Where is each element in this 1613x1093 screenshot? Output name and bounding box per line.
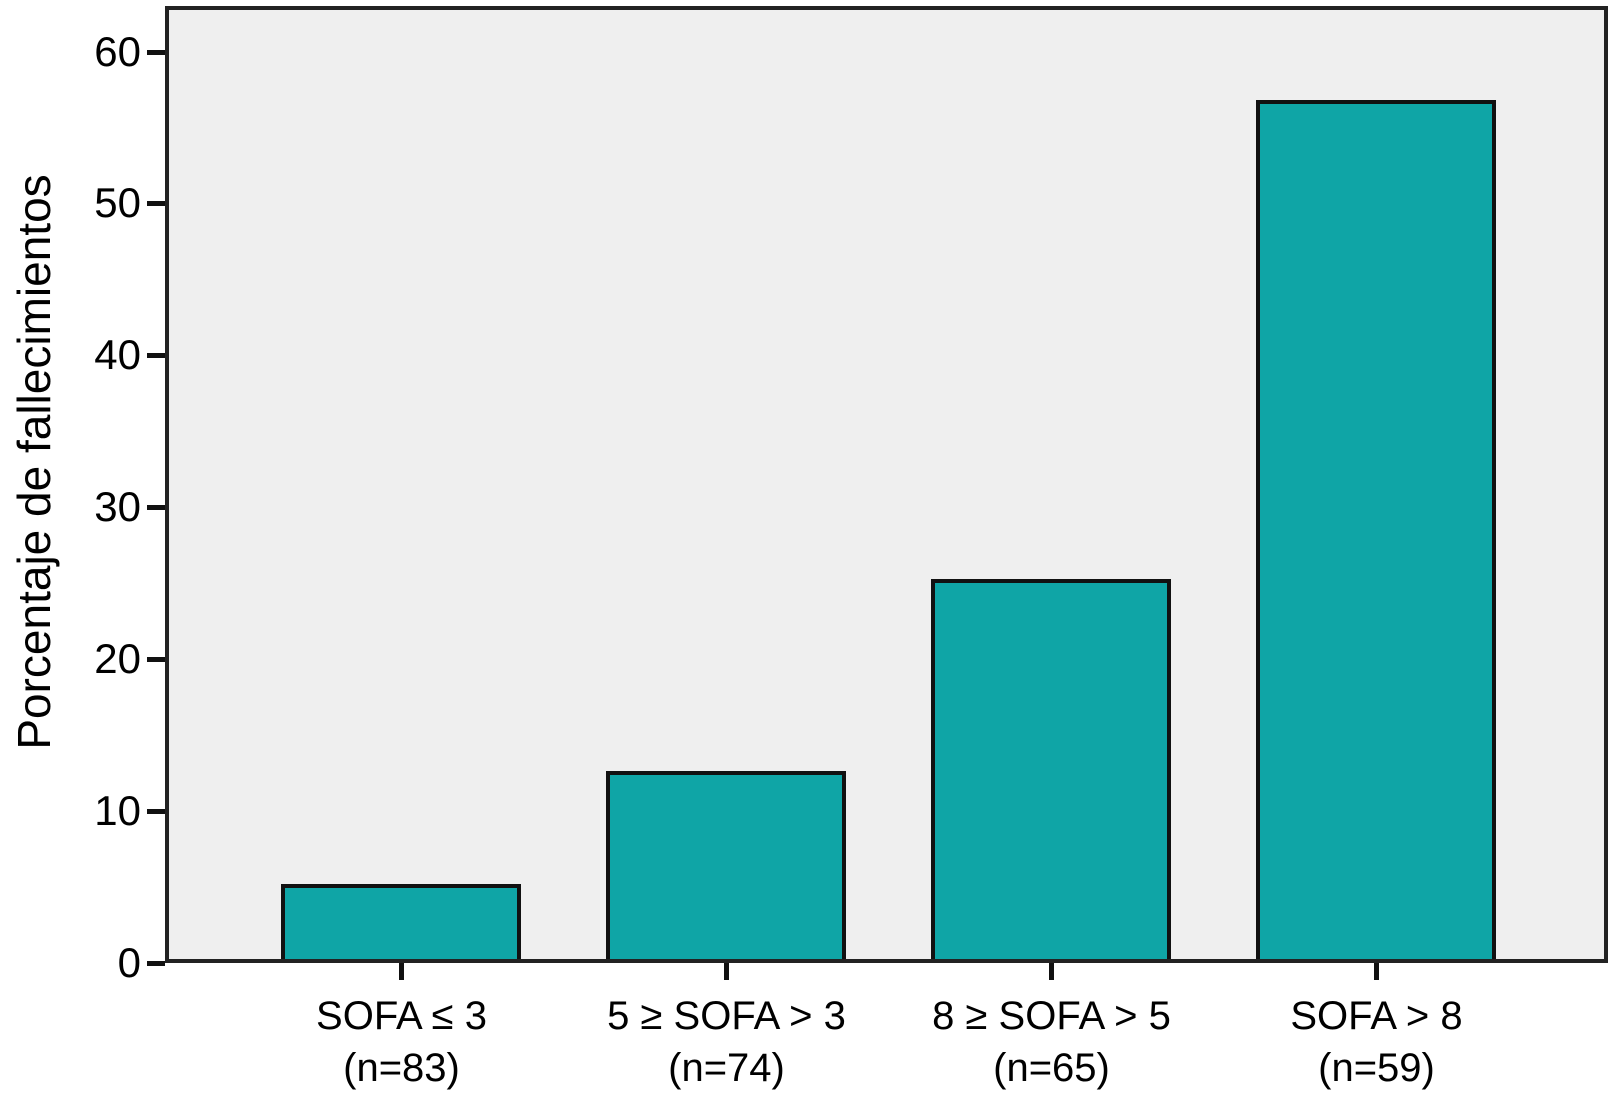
y-tick-label-4: 40 [94,331,141,378]
x-category-label: SOFA ≤ 3 [316,994,487,1038]
bar-2 [931,579,1171,959]
x-category-sublabel: (n=83) [343,1046,460,1090]
y-tick-mark-3 [147,505,165,510]
bar-3 [1256,100,1496,959]
y-tick-label-5: 50 [94,179,141,226]
y-tick-label-0: 0 [117,939,141,986]
x-category-label: 5 ≥ SOFA > 3 [607,994,846,1038]
plot-area [165,6,1608,963]
y-tick-mark-5 [147,201,165,206]
x-category-1: 5 ≥ SOFA > 3 (n=74) [564,990,889,1093]
x-category-0: SOFA ≤ 3 (n=83) [239,990,564,1093]
bar-0 [281,884,521,959]
x-category-label: SOFA > 8 [1290,994,1463,1038]
x-category-2: 8 ≥ SOFA > 5 (n=65) [889,990,1214,1093]
y-tick-mark-0 [147,961,165,966]
y-tick-mark-6 [147,50,165,55]
x-tick-mark-2 [1049,963,1054,980]
x-tick-mark-1 [724,963,729,980]
x-category-3: SOFA > 8 (n=59) [1214,990,1539,1093]
y-tick-label-6: 60 [94,28,141,75]
x-category-sublabel: (n=65) [993,1046,1110,1090]
y-tick-label-1: 10 [94,787,141,834]
x-tick-mark-3 [1374,963,1379,980]
y-tick-mark-1 [147,809,165,814]
y-tick-mark-2 [147,657,165,662]
x-tick-mark-0 [399,963,404,980]
y-tick-mark-4 [147,353,165,358]
x-category-sublabel: (n=59) [1318,1046,1435,1090]
y-tick-label-3: 30 [94,483,141,530]
x-category-label: 8 ≥ SOFA > 5 [932,994,1171,1038]
bar-1 [606,771,846,959]
x-category-sublabel: (n=74) [668,1046,785,1090]
y-tick-label-2: 20 [94,635,141,682]
